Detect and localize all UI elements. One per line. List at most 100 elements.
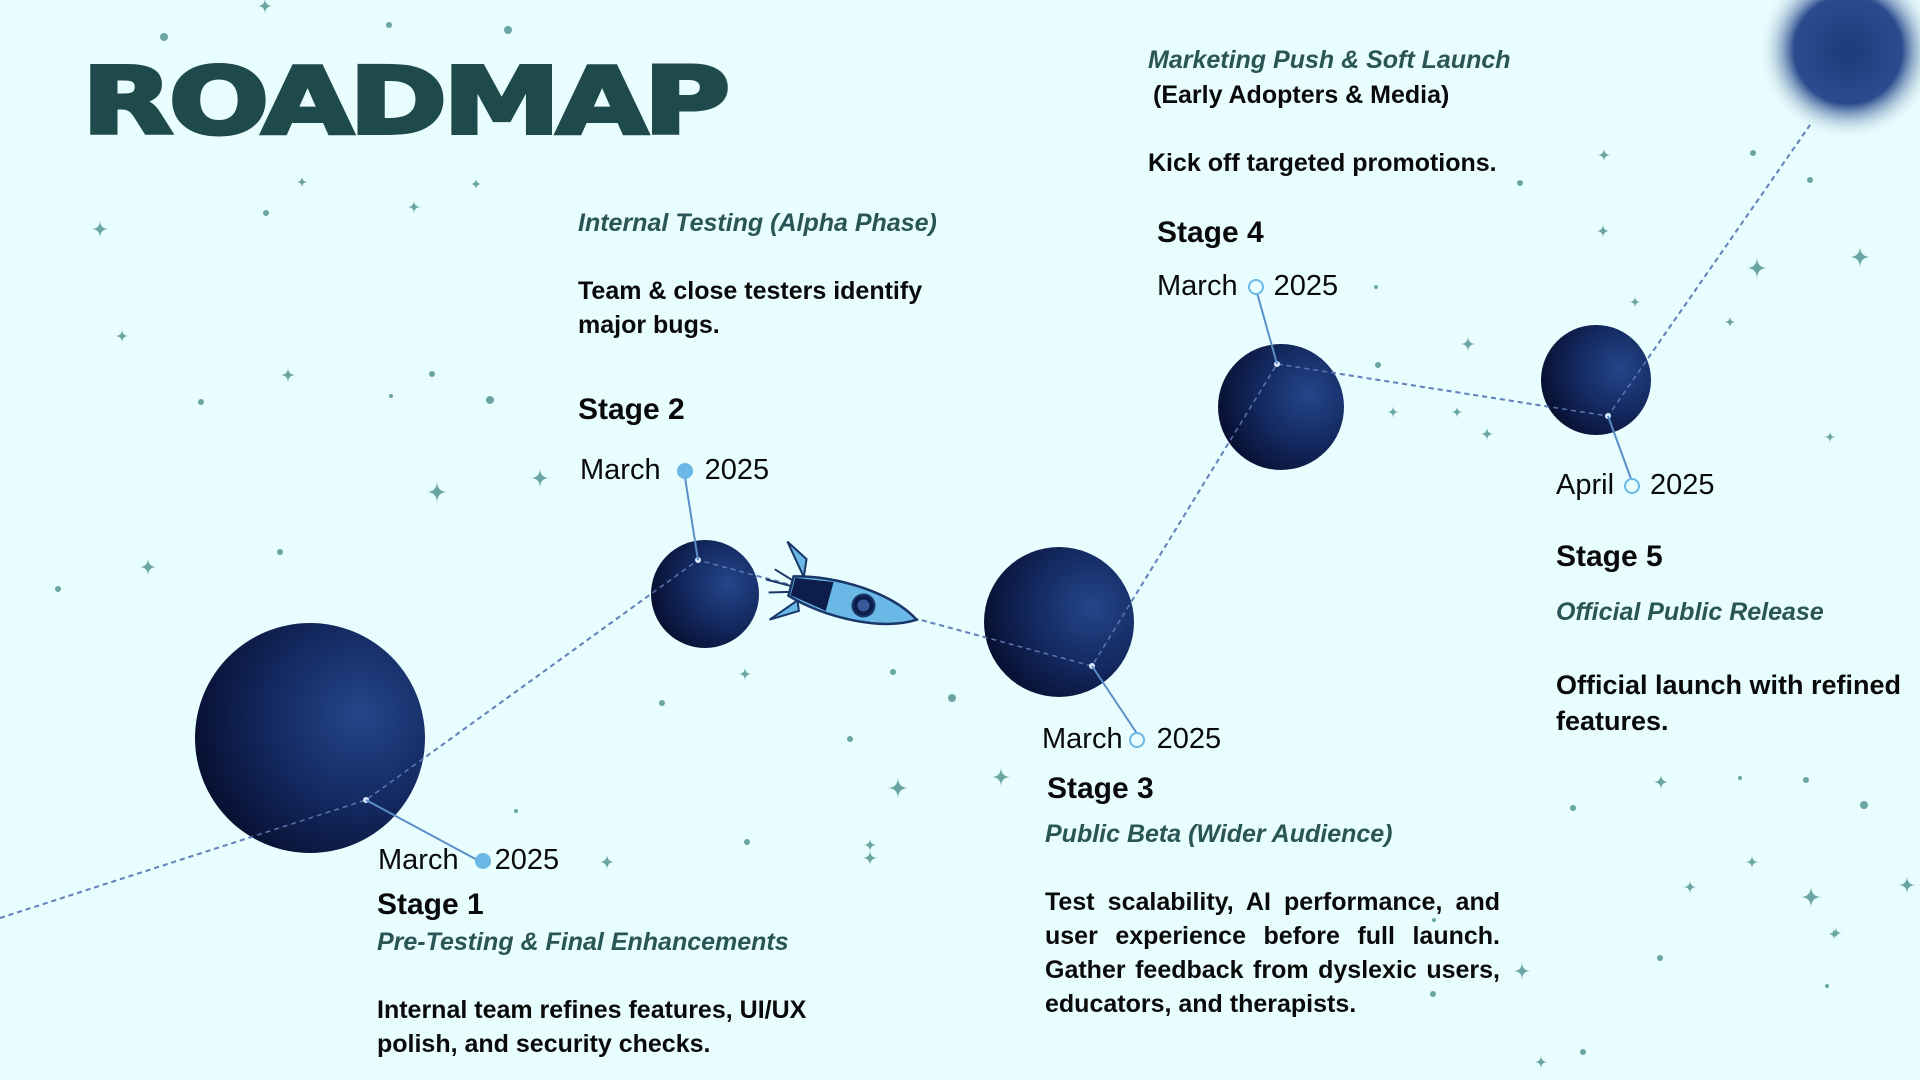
stage-4-description: Kick off targeted promotions. bbox=[1148, 149, 1497, 177]
star-icon bbox=[407, 200, 421, 214]
stage-3-label: Stage 3 bbox=[1047, 772, 1154, 805]
star-icon bbox=[1849, 246, 1871, 268]
star-icon bbox=[1683, 880, 1697, 894]
star-icon bbox=[847, 736, 853, 742]
stage-2-year: 2025 bbox=[704, 454, 770, 486]
stage-2-month: March bbox=[580, 454, 661, 486]
star-icon bbox=[530, 468, 550, 488]
star-icon bbox=[1745, 855, 1759, 869]
stage-5-month: April bbox=[1556, 469, 1615, 501]
star-icon bbox=[1860, 801, 1868, 809]
star-icon bbox=[504, 26, 512, 34]
star-icon bbox=[55, 586, 61, 592]
star-icon bbox=[1596, 224, 1610, 238]
star-icon bbox=[1480, 427, 1494, 441]
star-icon bbox=[1653, 774, 1669, 790]
stage-3-description: Test scalability, AI performance, and us… bbox=[1045, 888, 1500, 1018]
star-icon bbox=[1807, 177, 1813, 183]
stage-1-description: Internal team refines features, UI/UX po… bbox=[377, 996, 807, 1058]
star-icon bbox=[91, 220, 109, 238]
stage-4-label: Stage 4 bbox=[1157, 216, 1264, 249]
star-icon bbox=[991, 767, 1011, 787]
star-icon bbox=[1597, 148, 1611, 162]
star-icon bbox=[1629, 296, 1641, 308]
star-icon bbox=[948, 694, 956, 702]
star-icon bbox=[426, 481, 448, 503]
planet-icon bbox=[984, 547, 1134, 697]
date-marker-icon bbox=[1128, 731, 1145, 748]
stage-1-label: Stage 1 bbox=[377, 888, 484, 921]
star-icon bbox=[1657, 955, 1663, 961]
star-icon bbox=[1451, 406, 1463, 418]
star-icon bbox=[1580, 1049, 1586, 1055]
stage-3-subtitle: Public Beta (Wider Audience) bbox=[1045, 820, 1393, 848]
star-icon bbox=[386, 22, 392, 28]
stage-1-month: March bbox=[378, 844, 459, 876]
star-icon bbox=[1724, 316, 1736, 328]
stage-1-subtitle: Pre-Testing & Final Enhancements bbox=[377, 928, 789, 956]
star-icon bbox=[160, 33, 168, 41]
star-icon bbox=[470, 178, 482, 190]
stage-4-subtitle: Marketing Push & Soft Launch bbox=[1148, 46, 1511, 74]
star-icon bbox=[863, 838, 877, 852]
stage-5-year: 2025 bbox=[1650, 469, 1715, 501]
moon-icon bbox=[1758, 0, 1920, 140]
planet-icon bbox=[651, 540, 759, 648]
star-icon bbox=[296, 176, 308, 188]
star-icon bbox=[1387, 406, 1399, 418]
stage-3-year: 2025 bbox=[1156, 723, 1222, 755]
star-icon bbox=[1430, 991, 1436, 997]
stage-2-label: Stage 2 bbox=[578, 393, 685, 426]
star-icon bbox=[1570, 805, 1576, 811]
date-marker-icon bbox=[1624, 477, 1641, 494]
stage-1-year: 2025 bbox=[494, 844, 560, 876]
star-icon bbox=[1746, 257, 1768, 279]
star-icon bbox=[263, 210, 269, 216]
stage-5-date: April 2025 bbox=[1556, 469, 1715, 502]
star-icon bbox=[1825, 984, 1829, 988]
star-icon bbox=[277, 549, 283, 555]
date-marker-icon bbox=[1247, 278, 1264, 295]
star-icon bbox=[1830, 927, 1842, 939]
stage-1-date: March 2025 bbox=[378, 844, 559, 877]
star-icon bbox=[1517, 180, 1523, 186]
stage-4-date: March 2025 bbox=[1157, 270, 1338, 303]
star-icon bbox=[1513, 962, 1531, 980]
stage-4-subtitle-2: (Early Adopters & Media) bbox=[1153, 81, 1450, 109]
stage-3-date: March 2025 bbox=[1042, 723, 1221, 756]
date-marker-icon bbox=[474, 852, 491, 869]
stage-5-description: Official launch with refined features. bbox=[1556, 670, 1902, 736]
planet-icon bbox=[195, 623, 425, 853]
star-icon bbox=[1374, 285, 1378, 289]
stage-4-year: 2025 bbox=[1273, 270, 1339, 302]
stage-3-month: March bbox=[1042, 723, 1123, 755]
planet-icon bbox=[1218, 344, 1344, 470]
star-icon bbox=[280, 367, 296, 383]
stage-5-subtitle: Official Public Release bbox=[1556, 598, 1824, 626]
planet-icon bbox=[1541, 325, 1651, 435]
star-icon bbox=[1750, 150, 1756, 156]
stage-5-label: Stage 5 bbox=[1556, 540, 1663, 573]
star-icon bbox=[257, 0, 273, 14]
star-icon bbox=[429, 371, 435, 377]
star-icon bbox=[1738, 776, 1742, 780]
star-icon bbox=[198, 399, 204, 405]
stage-2-description: Team & close testers identify major bugs… bbox=[578, 277, 923, 339]
star-icon bbox=[514, 809, 518, 813]
star-icon bbox=[1432, 918, 1436, 922]
star-icon bbox=[1824, 431, 1836, 443]
star-icon bbox=[389, 394, 393, 398]
star-icon bbox=[139, 558, 157, 576]
star-icon bbox=[1898, 876, 1916, 894]
star-icon bbox=[486, 396, 494, 404]
star-icon bbox=[887, 777, 909, 799]
rocket-icon bbox=[765, 540, 919, 626]
page-title: ROADMAP bbox=[79, 48, 732, 155]
date-marker-icon bbox=[676, 462, 693, 479]
stage-2-subtitle: Internal Testing (Alpha Phase) bbox=[578, 209, 937, 237]
star-icon bbox=[1803, 777, 1809, 783]
star-icon bbox=[738, 667, 752, 681]
star-icon bbox=[890, 669, 896, 675]
star-icon bbox=[659, 700, 665, 706]
